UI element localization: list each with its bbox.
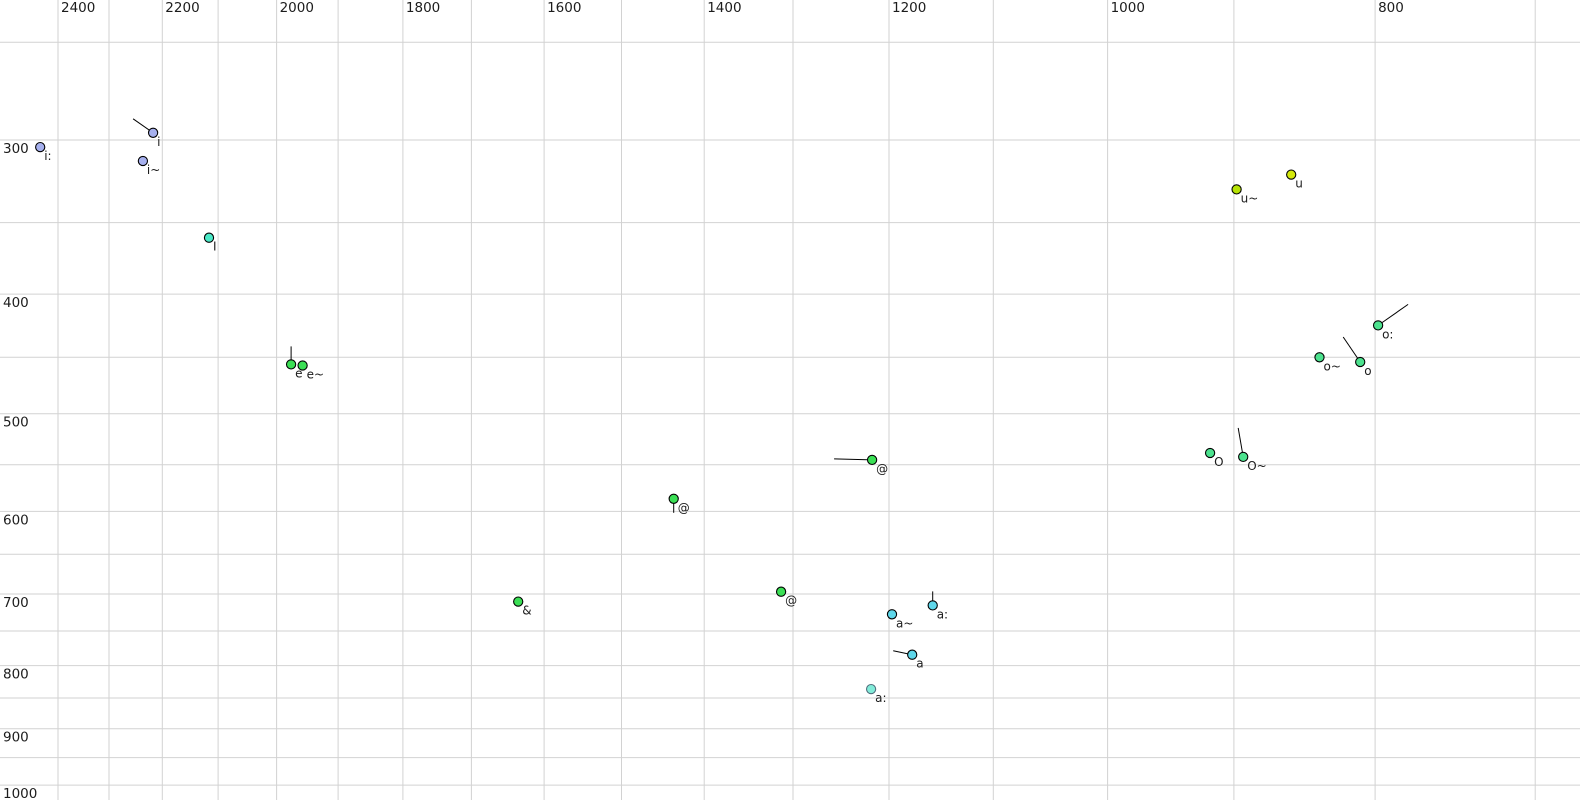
data-point-label-0-i:: i: xyxy=(44,149,51,163)
data-point-label-11-O: O xyxy=(1214,455,1223,469)
data-point-5-e~ xyxy=(297,360,308,371)
data-point-12-O~ xyxy=(1238,451,1249,463)
data-point-label-3-I: I xyxy=(213,240,217,254)
data-point-3-I xyxy=(203,232,215,243)
data-point-2-i~ xyxy=(137,155,149,167)
data-point-6-u~ xyxy=(1231,184,1242,195)
data-point-label-10-o: o xyxy=(1364,364,1371,378)
data-point-14-@ xyxy=(668,493,679,504)
data-point-8-o: xyxy=(1372,320,1384,331)
data-point-label-19-a: a xyxy=(916,657,923,671)
y-axis-tick-label-300: 300 xyxy=(3,141,29,157)
y-axis-tick-label-1000: 1000 xyxy=(3,786,37,800)
data-point-tail-13-@ xyxy=(834,458,873,461)
y-axis-tick-label-900: 900 xyxy=(3,730,29,746)
data-point-label-2-i~: i~ xyxy=(147,163,160,177)
y-axis-tick-label-400: 400 xyxy=(3,295,29,311)
x-axis-tick-label-800: 800 xyxy=(1378,0,1404,16)
data-point-label-9-o~: o~ xyxy=(1324,359,1341,373)
y-axis-tick-label-800: 800 xyxy=(3,667,29,683)
data-point-15-@ xyxy=(775,586,787,597)
x-axis-tick-label-2200: 2200 xyxy=(165,0,199,16)
y-axis-tick-label-500: 500 xyxy=(3,415,29,431)
data-point-7-u xyxy=(1286,169,1297,180)
data-point-label-15-@: @ xyxy=(785,594,797,608)
data-point-label-6-u~: u~ xyxy=(1241,191,1259,205)
data-point-4-e xyxy=(285,359,297,370)
data-point-16-& xyxy=(513,596,524,607)
data-point-19-a xyxy=(907,649,918,660)
data-point-1-i xyxy=(147,127,159,138)
data-point-label-20-a:: a: xyxy=(875,691,886,705)
data-point-label-7-u: u xyxy=(1295,177,1303,191)
x-axis-tick-label-1200: 1200 xyxy=(892,0,926,16)
y-axis-tick-label-600: 600 xyxy=(3,512,29,528)
data-point-label-8-o:: o: xyxy=(1382,327,1393,341)
data-point-0-i: xyxy=(35,141,46,153)
data-point-13-@ xyxy=(866,454,878,466)
data-point-label-1-i: i xyxy=(157,135,160,149)
data-point-label-4-e: e xyxy=(295,366,302,380)
data-point-label-14-@: @ xyxy=(678,501,690,515)
data-point-label-18-a:: a: xyxy=(937,607,948,621)
y-axis-tick-label-700: 700 xyxy=(3,595,29,611)
data-point-label-5-e~: e~ xyxy=(307,368,324,382)
data-point-17-a~ xyxy=(886,609,898,620)
data-point-label-13-@: @ xyxy=(876,462,888,476)
x-axis-tick-label-1400: 1400 xyxy=(707,0,741,16)
x-axis-tick-label-1600: 1600 xyxy=(547,0,581,16)
x-axis-tick-label-1000: 1000 xyxy=(1111,0,1145,16)
x-axis-tick-label-2400: 2400 xyxy=(61,0,95,16)
data-point-label-12-O~: O~ xyxy=(1247,459,1267,473)
x-axis-tick-label-1800: 1800 xyxy=(406,0,440,16)
data-point-20-a: xyxy=(865,683,877,695)
data-point-10-o xyxy=(1355,356,1366,368)
data-point-18-a: xyxy=(927,600,938,611)
data-point-label-16-&: & xyxy=(522,604,531,618)
x-axis-tick-label-2000: 2000 xyxy=(280,0,314,16)
data-point-label-17-a~: a~ xyxy=(896,616,913,630)
data-point-9-o~ xyxy=(1314,352,1325,363)
data-point-tail-8-o: xyxy=(1377,303,1409,326)
data-point-11-O xyxy=(1204,447,1216,459)
